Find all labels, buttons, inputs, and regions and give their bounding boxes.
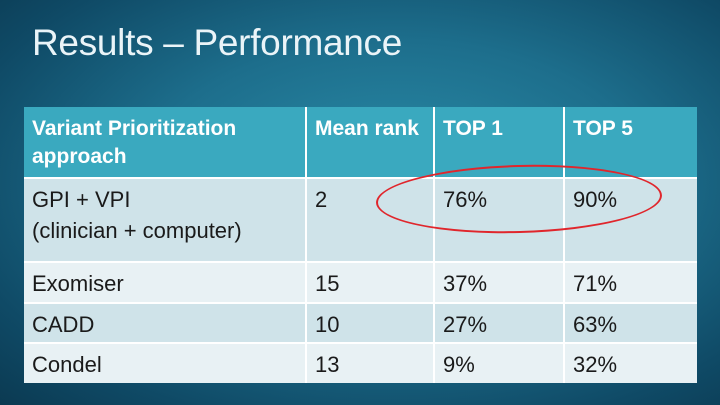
cell-top5: 90% [564,178,697,263]
cell-approach: CADD [24,302,307,345]
cell-top5: 71% [564,262,697,304]
slide-title: Results – Performance [32,22,403,63]
cell-mean-rank: 10 [306,302,435,345]
cell-top5: 63% [564,302,697,345]
table-header-row: Variant Prioritization approach Mean ran… [24,107,697,179]
cell-mean-rank: 2 [306,178,435,263]
cell-top1: 37% [434,262,565,304]
table-row: Condel 13 9% 32% [24,343,697,383]
header-top5: TOP 5 [564,107,697,179]
results-table: Variant Prioritization approach Mean ran… [24,107,697,383]
cell-mean-rank: 13 [306,343,435,383]
header-top1: TOP 1 [434,107,565,179]
cell-mean-rank: 15 [306,262,435,304]
cell-top1: 76% [434,178,565,263]
header-approach: Variant Prioritization approach [24,107,307,179]
cell-approach: Condel [24,343,307,383]
cell-top1: 27% [434,302,565,345]
cell-approach: GPI + VPI (clinician + computer) [24,178,307,263]
table-row: CADD 10 27% 63% [24,302,697,345]
table-row: GPI + VPI (clinician + computer) 2 76% 9… [24,178,697,263]
cell-approach: Exomiser [24,262,307,304]
cell-top5: 32% [564,343,697,383]
table-row: Exomiser 15 37% 71% [24,262,697,304]
header-mean-rank: Mean rank [306,107,435,179]
cell-top1: 9% [434,343,565,383]
